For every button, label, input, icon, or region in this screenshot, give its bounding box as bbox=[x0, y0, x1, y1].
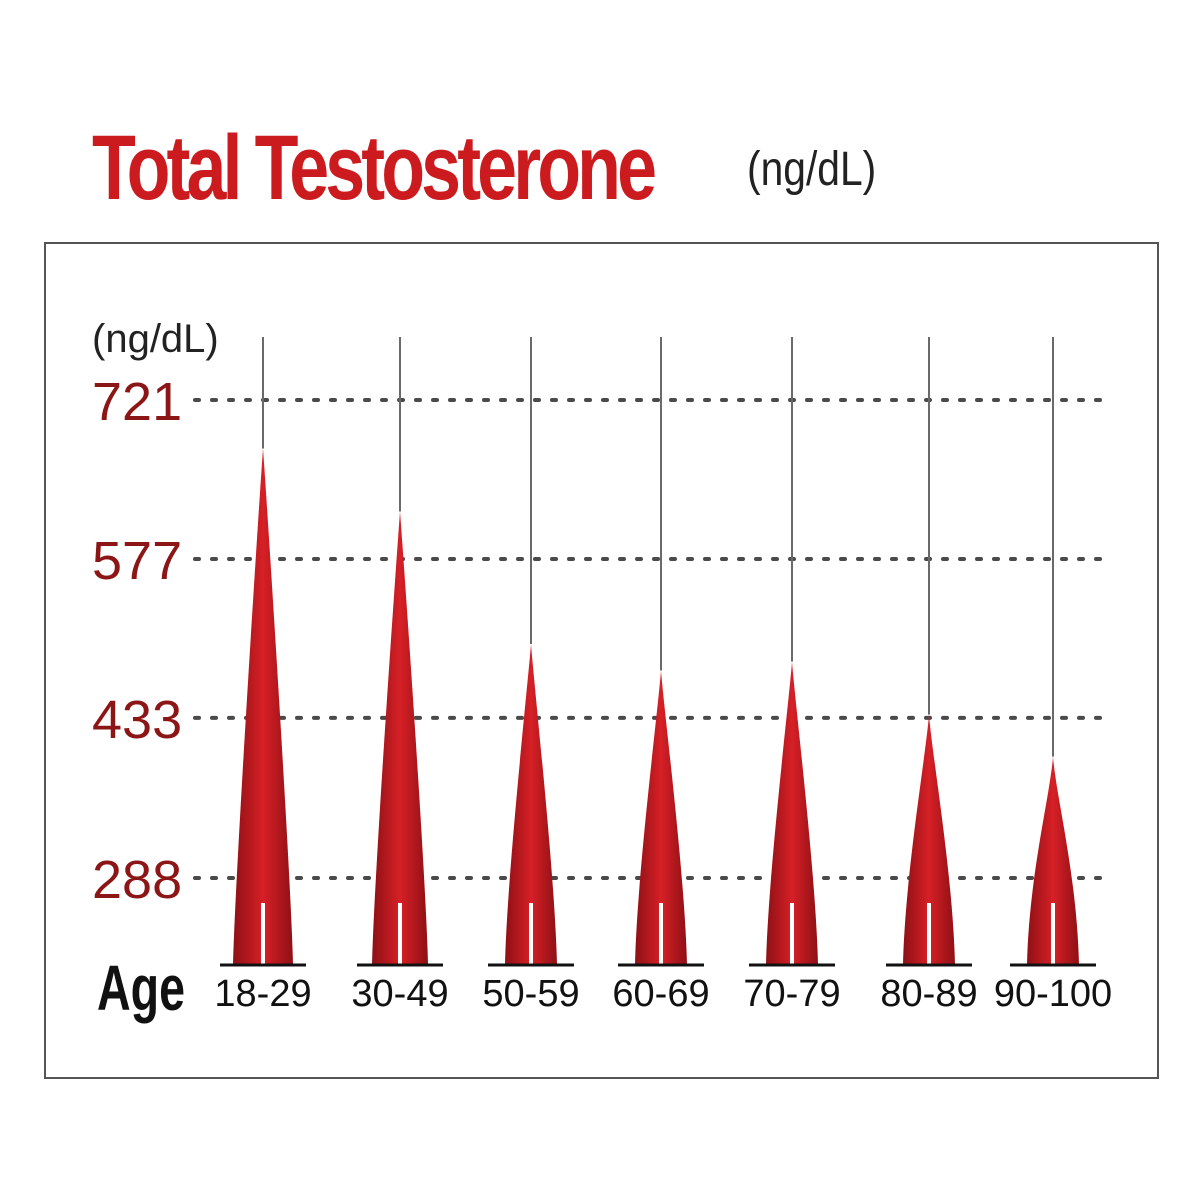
chart-title-unit: (ng/dL) bbox=[747, 143, 877, 196]
x-axis-label: Age bbox=[97, 952, 185, 1024]
bar-90-100 bbox=[1027, 756, 1079, 965]
bars bbox=[220, 448, 1096, 967]
x-tick-labels: 18-29 30-49 50-59 60-69 70-79 80-89 90-100 bbox=[214, 973, 1112, 1015]
bar-70-79 bbox=[766, 661, 818, 965]
bar-60-69 bbox=[635, 670, 687, 965]
x-tick-80-89: 80-89 bbox=[880, 973, 977, 1015]
bar-80-89 bbox=[903, 714, 955, 965]
y-tick-433: 433 bbox=[92, 690, 182, 750]
y-tick-721: 721 bbox=[92, 372, 182, 432]
x-tick-60-69: 60-69 bbox=[612, 973, 709, 1015]
chart-title-main: Total Testosterone bbox=[92, 117, 657, 219]
y-tick-577: 577 bbox=[92, 531, 182, 591]
chart-frame bbox=[44, 242, 1159, 1079]
x-tick-70-79: 70-79 bbox=[743, 973, 840, 1015]
bar-stems bbox=[262, 337, 1054, 757]
x-tick-18-29: 18-29 bbox=[214, 973, 311, 1015]
y-tick-labels: 288 433 577 721 bbox=[92, 372, 182, 910]
x-tick-90-100: 90-100 bbox=[994, 973, 1112, 1015]
y-axis-label: (ng/dL) bbox=[92, 317, 219, 361]
bar-50-59 bbox=[505, 643, 557, 965]
chart-title: Total Testosterone (ng/dL) bbox=[92, 117, 876, 219]
x-tick-30-49: 30-49 bbox=[351, 973, 448, 1015]
y-tick-288: 288 bbox=[92, 850, 182, 910]
x-tick-50-59: 50-59 bbox=[482, 973, 579, 1015]
bar-18-29 bbox=[233, 448, 293, 965]
bar-30-49 bbox=[372, 511, 428, 965]
